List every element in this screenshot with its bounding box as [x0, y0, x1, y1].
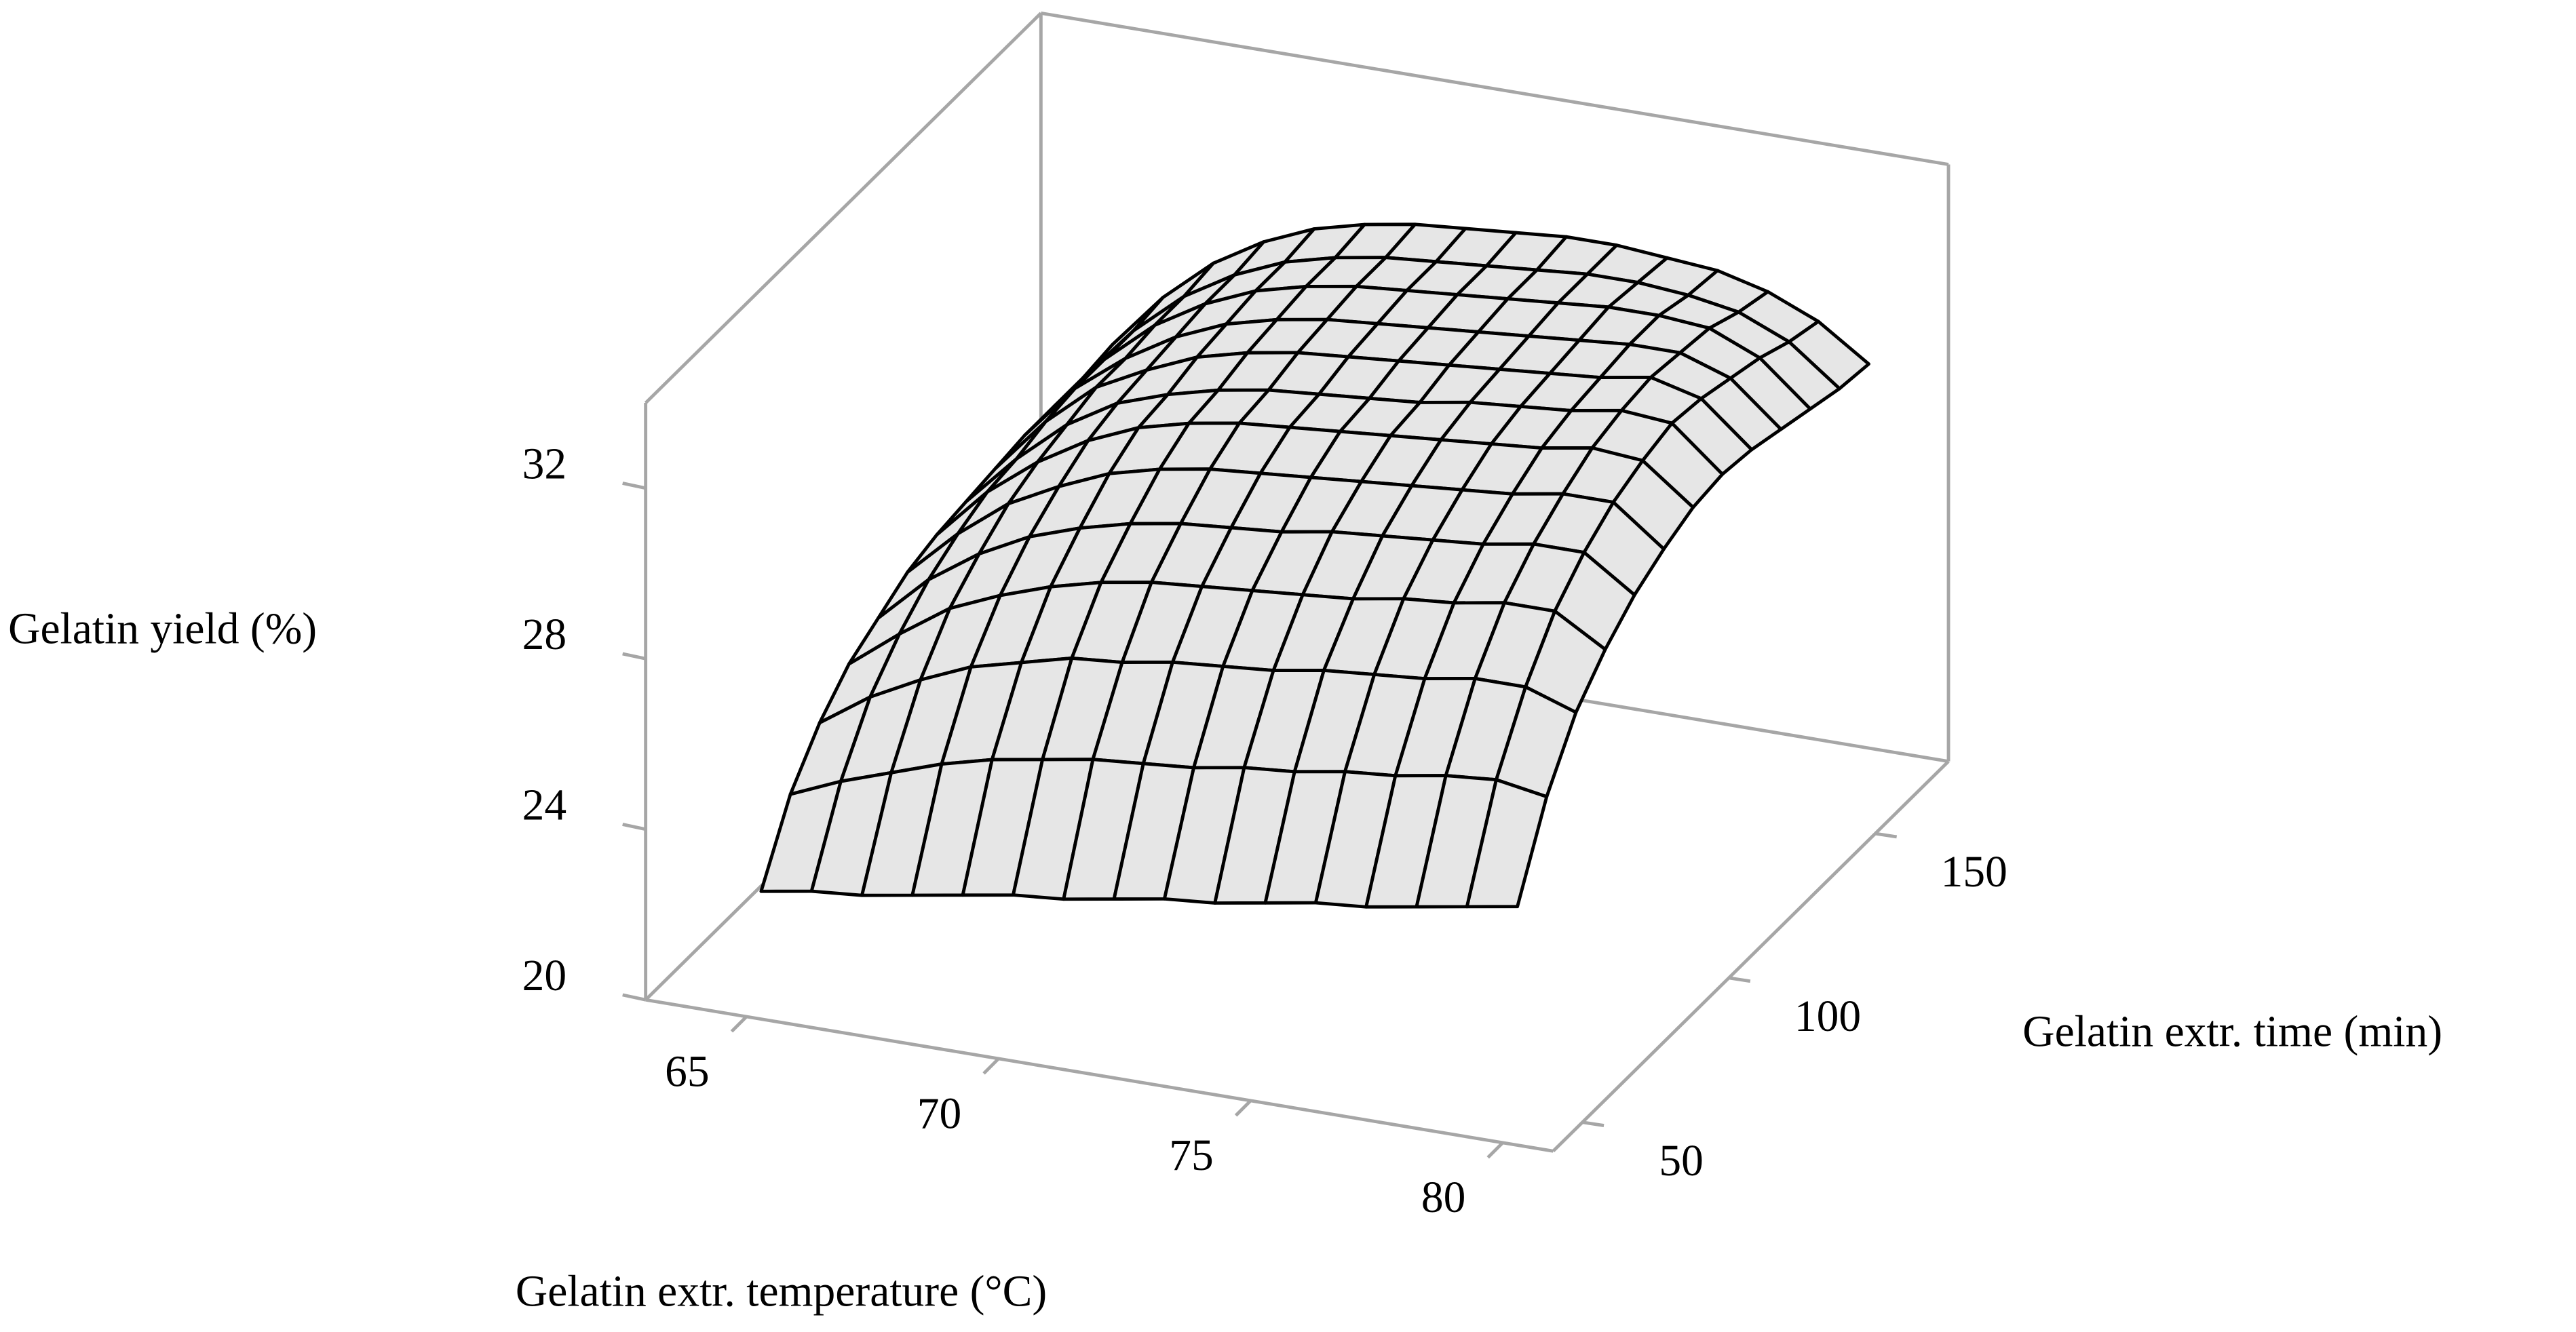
y-tick — [1875, 831, 1898, 839]
x-tick-label: 65 — [665, 1047, 710, 1096]
axis-line — [645, 998, 1554, 1153]
x-axis-label: Gelatin extr. temperature (°C) — [516, 1268, 1047, 1316]
surface — [759, 222, 1870, 909]
z-tick-label: 32 — [522, 440, 567, 489]
z-tick — [622, 823, 647, 831]
y-axis-label: Gelatin extr. time (min) — [2022, 1008, 2442, 1057]
x-tick-label: 75 — [1169, 1131, 1214, 1180]
y-tick-label: 50 — [1659, 1137, 1704, 1186]
z-tick-label: 24 — [522, 781, 567, 830]
axis-line — [1552, 760, 1950, 1153]
z-axis-label: Gelatin yield (%) — [8, 605, 317, 654]
axis-line — [1040, 12, 1949, 166]
z-tick — [622, 993, 647, 1002]
z-tick — [622, 652, 647, 661]
surface-cell — [1465, 778, 1549, 909]
y-tick-label: 100 — [1794, 992, 1861, 1041]
y-tick — [1582, 1120, 1604, 1127]
z-tick — [622, 482, 647, 490]
y-tick-label: 150 — [1941, 848, 2007, 897]
z-tick-label: 28 — [522, 610, 567, 659]
x-tick — [1234, 1099, 1252, 1117]
y-tick — [1728, 976, 1751, 983]
x-tick — [1486, 1141, 1504, 1159]
x-tick — [730, 1015, 748, 1033]
x-tick-label: 70 — [917, 1089, 962, 1138]
x-tick-label: 80 — [1421, 1173, 1466, 1222]
ticks: 20 24 28 32 65 70 75 80 50 100 150 — [522, 440, 2007, 1222]
x-tick — [982, 1057, 1000, 1075]
axis-line — [644, 12, 1043, 404]
z-tick-label: 20 — [522, 952, 567, 1000]
